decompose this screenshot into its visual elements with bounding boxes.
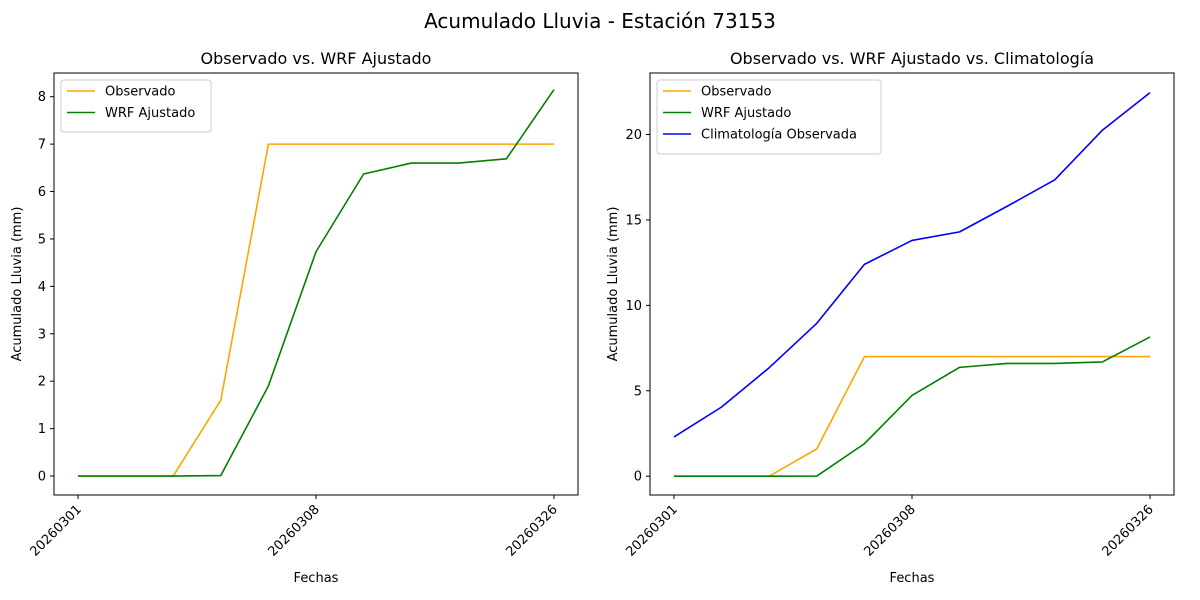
y-tick-label: 15 xyxy=(625,213,642,228)
x-tick-label: 20260326 xyxy=(503,502,560,559)
legend-entry: WRF Ajustado xyxy=(105,106,195,121)
y-tick-label: 2 xyxy=(38,375,46,390)
series-line-climatologia xyxy=(673,92,1151,438)
x-axis-label: Fechas xyxy=(890,571,935,586)
figure-title: Acumulado Lluvia - Estación 73153 xyxy=(424,9,776,33)
y-axis-label: Acumulado Lluvia (mm) xyxy=(10,207,25,362)
y-tick-label: 0 xyxy=(38,470,46,485)
series-line-observado xyxy=(78,143,554,477)
legend-entry: WRF Ajustado xyxy=(701,106,791,121)
series-line-wrf xyxy=(78,89,555,477)
legend: Observado WRF Ajustado Climatología Observ… xyxy=(656,79,882,155)
y-tick-label: 3 xyxy=(38,327,46,342)
legend-entry: Observado xyxy=(105,85,176,100)
plot-frame xyxy=(53,72,579,496)
chart-title: Observado vs. WRF Ajustado vs. Climatolo… xyxy=(730,49,1094,68)
y-tick-label: 6 xyxy=(38,185,46,200)
y-tick-label: 10 xyxy=(625,299,642,314)
y-tick-label: 5 xyxy=(634,384,642,399)
left-chart-panel: Observado vs. WRF Ajustado 0 1 2 3 4 5 6 7 8 20260… xyxy=(10,49,579,586)
y-tick-label: 7 xyxy=(38,138,46,153)
x-axis-label: Fechas xyxy=(294,571,339,586)
x-tick-label: 20260308 xyxy=(265,502,322,559)
series-line-observado xyxy=(674,355,1150,478)
legend-entry: Observado xyxy=(701,85,772,100)
y-tick-label: 1 xyxy=(38,422,46,437)
y-tick-label: 4 xyxy=(38,280,46,295)
legend: Observado WRF Ajustado xyxy=(60,79,212,133)
y-tick-label: 5 xyxy=(38,232,46,247)
series-line-wrf xyxy=(674,336,1151,478)
x-tick-label: 20260308 xyxy=(861,502,918,559)
y-tick-label: 8 xyxy=(38,90,46,105)
legend-box xyxy=(60,79,212,133)
legend-entry: Climatología Observada xyxy=(701,128,857,143)
legend-box xyxy=(656,79,882,155)
y-tick-label: 0 xyxy=(634,470,642,485)
y-tick-label: 20 xyxy=(625,128,642,143)
x-tick-label: 20260301 xyxy=(27,502,84,559)
right-chart-panel: Observado vs. WRF Ajustado vs. Climatolo… xyxy=(606,49,1175,586)
chart-title: Observado vs. WRF Ajustado xyxy=(201,49,432,68)
x-tick-label: 20260301 xyxy=(623,502,680,559)
y-axis-label: Acumulado Lluvia (mm) xyxy=(606,207,621,362)
x-tick-label: 20260326 xyxy=(1099,502,1156,559)
